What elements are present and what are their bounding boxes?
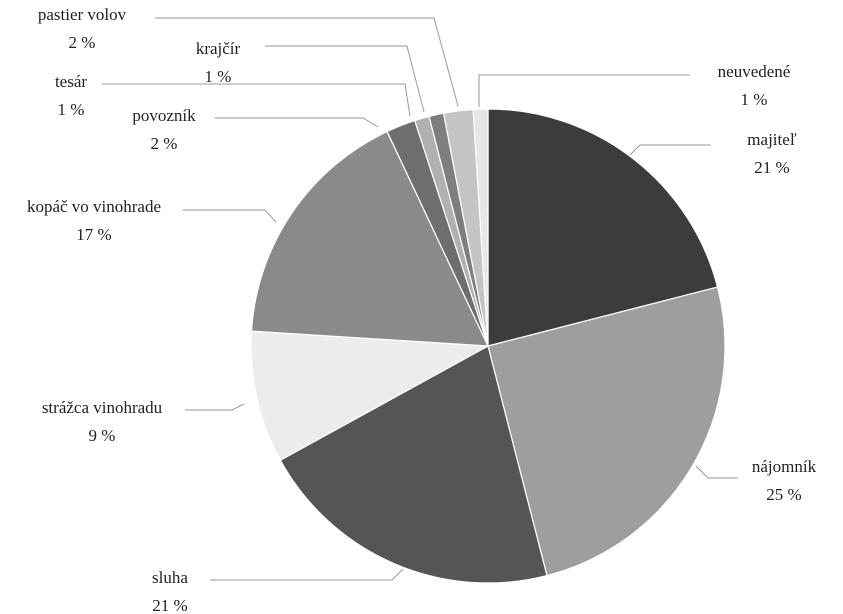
slice-label: krajčír 1 % (196, 39, 241, 86)
slice-category-label: nájomník (752, 457, 817, 476)
slice-category-label: majiteľ (747, 130, 796, 149)
slice-percent-label: 17 % (76, 225, 111, 244)
leader-line (265, 46, 424, 112)
slice-category-label: neuvedené (718, 62, 791, 81)
slice-percent-label: 21 % (152, 596, 187, 614)
slice-percent-label: 21 % (754, 158, 789, 177)
slice-category-label: krajčír (196, 39, 241, 58)
slice-percent-label: 2 % (69, 33, 96, 52)
slice-category-label: sluha (152, 568, 188, 587)
slice-label: pastier volov 2 % (38, 5, 127, 52)
leader-line (696, 466, 738, 478)
leader-line (215, 118, 378, 127)
slice-percent-label: 9 % (89, 426, 116, 445)
slice-label: povozník 2 % (132, 106, 196, 153)
slice-percent-label: 1 % (741, 90, 768, 109)
slice-label: neuvedené 1 % (718, 62, 791, 109)
slice-category-label: strážca vinohradu (42, 398, 163, 417)
slice-label: kopáč vo vinohrade 17 % (27, 197, 161, 244)
slice-category-label: povozník (132, 106, 196, 125)
leader-line (210, 569, 403, 580)
slice-label: majiteľ 21 % (747, 130, 796, 177)
leader-line (630, 145, 711, 155)
leader-line (479, 75, 690, 107)
slice-percent-label: 1 % (58, 100, 85, 119)
slice-percent-label: 2 % (151, 134, 178, 153)
slice-label: nájomník 25 % (752, 457, 817, 504)
leader-line (185, 404, 244, 410)
slice-percent-label: 25 % (766, 485, 801, 504)
slice-label: sluha 21 % (152, 568, 188, 614)
slice-label: strážca vinohradu 9 % (42, 398, 163, 445)
slice-percent-label: 1 % (205, 67, 232, 86)
slice-label: tesár 1 % (55, 72, 87, 119)
leader-line (155, 18, 458, 106)
leader-line (183, 210, 276, 222)
pie-slices (251, 109, 725, 583)
slice-category-label: tesár (55, 72, 87, 91)
slice-category-label: kopáč vo vinohrade (27, 197, 161, 216)
slice-category-label: pastier volov (38, 5, 127, 24)
